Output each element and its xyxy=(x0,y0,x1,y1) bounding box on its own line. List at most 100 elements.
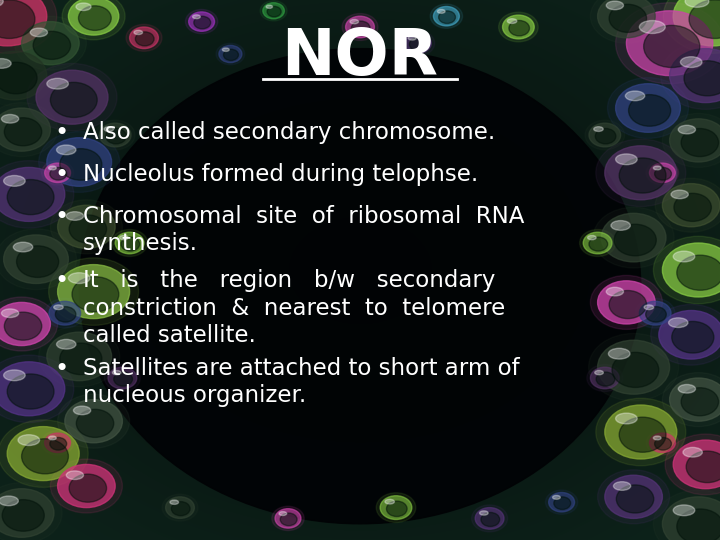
Ellipse shape xyxy=(653,166,661,170)
Ellipse shape xyxy=(27,64,117,131)
Text: It   is   the   region   b/w   secondary
constriction  &  nearest  to  telomere
: It is the region b/w secondary constrict… xyxy=(83,269,505,347)
Ellipse shape xyxy=(509,21,529,36)
Ellipse shape xyxy=(673,0,720,46)
Ellipse shape xyxy=(194,16,211,29)
Text: Nucleolus formed during telophse.: Nucleolus formed during telophse. xyxy=(83,163,478,186)
Ellipse shape xyxy=(554,497,571,510)
Ellipse shape xyxy=(54,305,63,309)
Ellipse shape xyxy=(346,16,374,38)
Ellipse shape xyxy=(661,42,720,109)
Ellipse shape xyxy=(22,438,68,474)
Ellipse shape xyxy=(30,28,48,37)
Ellipse shape xyxy=(50,82,97,118)
Ellipse shape xyxy=(472,505,508,532)
Ellipse shape xyxy=(498,12,538,42)
Ellipse shape xyxy=(14,16,86,70)
Ellipse shape xyxy=(654,167,672,180)
Ellipse shape xyxy=(410,38,427,51)
Ellipse shape xyxy=(659,310,720,359)
Ellipse shape xyxy=(7,374,54,409)
Ellipse shape xyxy=(588,235,596,240)
Ellipse shape xyxy=(654,237,720,303)
Text: •: • xyxy=(54,205,68,228)
Ellipse shape xyxy=(7,179,54,215)
Ellipse shape xyxy=(0,0,4,8)
Ellipse shape xyxy=(222,48,229,51)
Ellipse shape xyxy=(48,436,56,440)
Text: •: • xyxy=(54,163,68,187)
Ellipse shape xyxy=(619,417,666,453)
Ellipse shape xyxy=(0,362,65,416)
Ellipse shape xyxy=(351,21,370,35)
Ellipse shape xyxy=(115,232,144,254)
Ellipse shape xyxy=(58,265,130,319)
Ellipse shape xyxy=(135,32,154,46)
Text: Chromosomal  site  of  ribosomal  RNA
synthesis.: Chromosomal site of ribosomal RNA synthe… xyxy=(83,205,524,255)
Ellipse shape xyxy=(60,148,102,180)
Text: •: • xyxy=(54,269,68,293)
Ellipse shape xyxy=(438,11,456,23)
Ellipse shape xyxy=(192,15,200,19)
Ellipse shape xyxy=(662,113,720,167)
Ellipse shape xyxy=(608,78,688,138)
Ellipse shape xyxy=(629,94,671,126)
Ellipse shape xyxy=(377,492,416,523)
Ellipse shape xyxy=(0,108,50,151)
Ellipse shape xyxy=(646,307,666,322)
Ellipse shape xyxy=(4,370,25,381)
Ellipse shape xyxy=(552,495,560,500)
Ellipse shape xyxy=(680,57,702,68)
Ellipse shape xyxy=(76,3,91,10)
Ellipse shape xyxy=(0,103,58,157)
Ellipse shape xyxy=(50,200,122,254)
Ellipse shape xyxy=(678,125,696,134)
Ellipse shape xyxy=(647,431,679,455)
Ellipse shape xyxy=(589,237,608,251)
Ellipse shape xyxy=(33,31,71,59)
Ellipse shape xyxy=(662,243,720,297)
Ellipse shape xyxy=(0,160,74,228)
Ellipse shape xyxy=(50,437,67,450)
Ellipse shape xyxy=(609,4,647,32)
Ellipse shape xyxy=(385,500,395,504)
Ellipse shape xyxy=(62,0,125,40)
Ellipse shape xyxy=(475,508,504,529)
Ellipse shape xyxy=(22,22,79,65)
Ellipse shape xyxy=(0,0,47,46)
Ellipse shape xyxy=(677,255,720,291)
Ellipse shape xyxy=(223,49,238,60)
Ellipse shape xyxy=(636,298,675,328)
Ellipse shape xyxy=(673,505,695,516)
Ellipse shape xyxy=(598,281,655,324)
Ellipse shape xyxy=(616,3,720,84)
Ellipse shape xyxy=(678,384,696,393)
Ellipse shape xyxy=(121,237,140,251)
Ellipse shape xyxy=(69,215,107,243)
Ellipse shape xyxy=(42,431,74,455)
Ellipse shape xyxy=(0,59,12,69)
Ellipse shape xyxy=(594,127,603,131)
Ellipse shape xyxy=(673,440,720,489)
Ellipse shape xyxy=(684,60,720,96)
Ellipse shape xyxy=(7,427,79,481)
Ellipse shape xyxy=(60,343,102,375)
Ellipse shape xyxy=(1,114,19,123)
Ellipse shape xyxy=(596,372,615,386)
Ellipse shape xyxy=(216,43,245,65)
Ellipse shape xyxy=(665,434,720,495)
Ellipse shape xyxy=(613,482,631,490)
Ellipse shape xyxy=(66,212,84,220)
Ellipse shape xyxy=(0,0,35,38)
Ellipse shape xyxy=(68,0,119,35)
Ellipse shape xyxy=(58,394,130,448)
Ellipse shape xyxy=(260,1,287,21)
Ellipse shape xyxy=(49,258,139,325)
Ellipse shape xyxy=(0,489,54,537)
Ellipse shape xyxy=(0,355,74,422)
Ellipse shape xyxy=(73,406,91,415)
Ellipse shape xyxy=(0,0,57,53)
Ellipse shape xyxy=(279,511,287,516)
Ellipse shape xyxy=(4,176,25,186)
Ellipse shape xyxy=(50,459,122,513)
Ellipse shape xyxy=(0,51,47,100)
